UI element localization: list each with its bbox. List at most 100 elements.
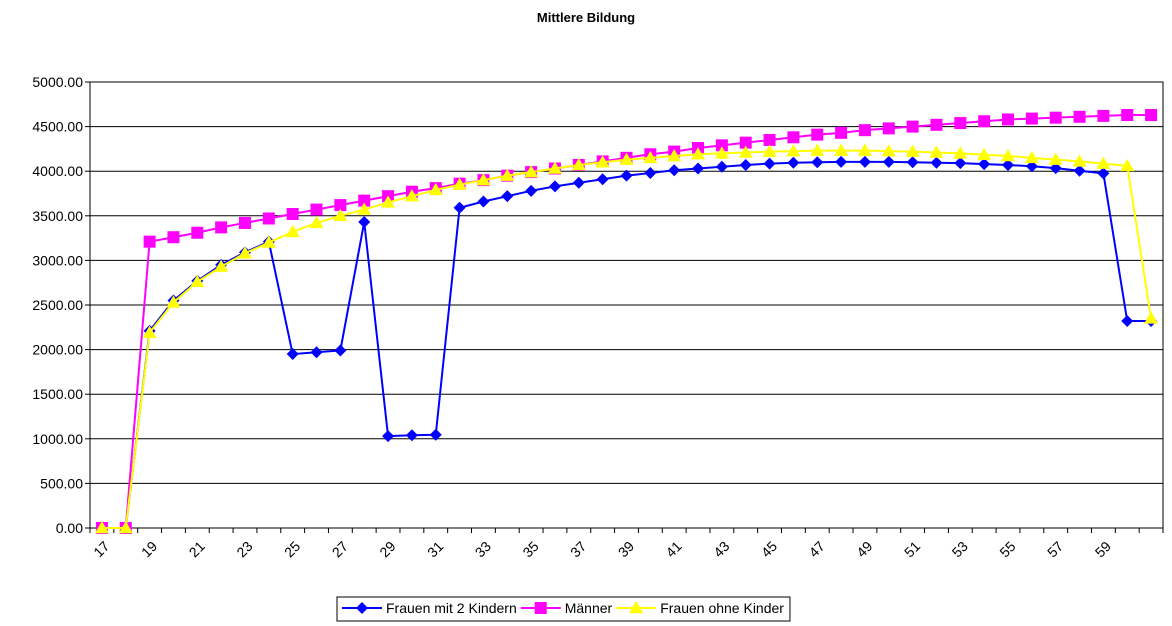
data-point xyxy=(763,133,776,146)
data-point xyxy=(167,231,180,244)
data-point xyxy=(977,147,992,160)
data-point xyxy=(214,259,229,272)
data-point xyxy=(191,226,204,239)
y-tick-label: 0.00 xyxy=(56,520,83,536)
data-point xyxy=(763,157,776,170)
data-point xyxy=(978,158,991,171)
data-point xyxy=(619,152,634,165)
data-point xyxy=(476,173,491,186)
data-point xyxy=(714,146,729,159)
legend-item: Frauen mit 2 Kindern xyxy=(342,600,517,616)
data-point xyxy=(238,216,251,229)
data-point xyxy=(1073,110,1086,123)
data-point xyxy=(166,295,181,308)
data-point xyxy=(262,212,275,225)
data-point xyxy=(572,176,585,189)
data-point xyxy=(1049,162,1062,175)
data-point xyxy=(835,126,848,139)
data-point xyxy=(547,161,562,174)
data-point xyxy=(285,224,300,238)
axes: 0.00 500.00 1000.00 1500.00 2000.00 2500.00 30… xyxy=(32,74,1164,560)
x-tick-label: 53 xyxy=(949,538,971,560)
x-tick-label: 49 xyxy=(853,538,875,560)
legend: Frauen mit 2 Kindern Männer Frauen ohne Ki… xyxy=(336,596,791,622)
data-point xyxy=(929,145,944,158)
x-tick-label: 21 xyxy=(186,538,208,560)
data-point xyxy=(644,166,657,179)
data-point xyxy=(1144,311,1159,324)
data-point xyxy=(596,173,609,186)
data-point xyxy=(334,344,347,357)
series-group xyxy=(94,109,1159,534)
y-tick-label: 1500.00 xyxy=(32,386,83,402)
x-tick-label: 31 xyxy=(424,538,446,560)
data-point xyxy=(381,195,396,208)
data-point xyxy=(310,346,323,359)
x-tick-label: 59 xyxy=(1092,538,1114,560)
series-0 xyxy=(95,155,1158,534)
data-point xyxy=(739,158,752,171)
data-point xyxy=(953,146,968,159)
gridlines xyxy=(90,81,1163,484)
data-point xyxy=(286,348,299,361)
data-point xyxy=(739,136,752,149)
data-point xyxy=(1073,164,1086,177)
x-tick-label: 35 xyxy=(519,538,541,560)
x-tick-label: 57 xyxy=(1044,538,1066,560)
data-point xyxy=(643,150,658,164)
legend-marker xyxy=(534,602,547,614)
data-point xyxy=(524,165,539,178)
data-point xyxy=(906,120,919,133)
data-point xyxy=(404,189,419,202)
data-point xyxy=(930,118,943,131)
data-point xyxy=(382,430,395,443)
data-point xyxy=(333,208,348,222)
data-point xyxy=(358,194,371,207)
data-point xyxy=(1002,158,1015,171)
data-point xyxy=(1121,315,1134,328)
data-point xyxy=(811,128,824,141)
y-tick-label: 1000.00 xyxy=(32,431,83,447)
data-point xyxy=(501,190,514,203)
data-point xyxy=(787,156,800,169)
legend-label: Männer xyxy=(565,600,613,616)
data-point xyxy=(500,168,515,181)
data-point xyxy=(930,156,943,169)
data-point xyxy=(954,157,967,170)
legend-label: Frauen mit 2 Kindern xyxy=(386,600,517,616)
data-point xyxy=(190,274,205,288)
data-point xyxy=(978,115,991,128)
data-point xyxy=(1002,113,1015,126)
data-point xyxy=(858,155,871,168)
data-point xyxy=(94,521,109,534)
data-point xyxy=(1145,109,1158,122)
data-point xyxy=(525,184,538,197)
data-point xyxy=(954,117,967,130)
plot-frame xyxy=(89,81,1164,529)
y-tick-label: 500.00 xyxy=(40,475,83,491)
data-point xyxy=(692,162,705,175)
data-point xyxy=(882,155,895,168)
data-point xyxy=(1024,150,1039,164)
data-point xyxy=(452,177,467,190)
data-point xyxy=(334,199,347,212)
data-point xyxy=(1048,152,1063,165)
data-point xyxy=(738,145,753,158)
data-point xyxy=(142,325,157,338)
x-tick-label: 45 xyxy=(758,538,780,560)
data-point xyxy=(1097,109,1110,122)
data-point xyxy=(786,144,801,157)
x-tick-label: 37 xyxy=(567,538,589,560)
series-2 xyxy=(94,143,1159,534)
data-point xyxy=(286,208,299,221)
data-point xyxy=(310,203,323,216)
x-tick-label: 41 xyxy=(662,538,684,560)
data-point xyxy=(1120,158,1135,172)
data-point xyxy=(857,143,872,156)
series-line xyxy=(101,149,1153,529)
data-point xyxy=(429,428,442,441)
data-point xyxy=(1097,167,1110,180)
data-point xyxy=(691,147,706,160)
